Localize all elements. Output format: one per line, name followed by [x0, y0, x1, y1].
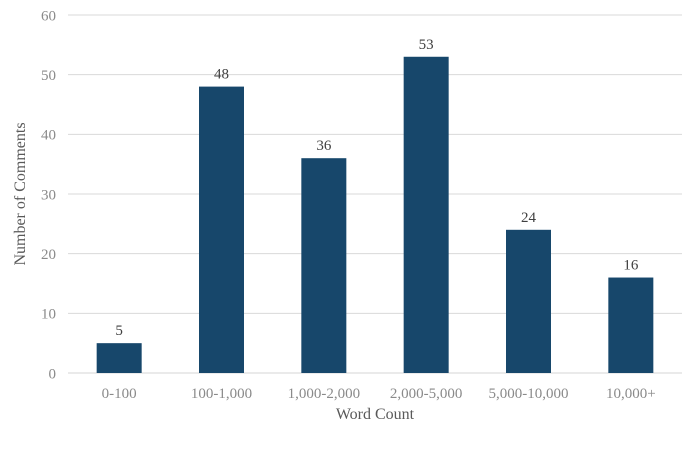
y-tick-label-50: 50 [41, 68, 56, 84]
x-tick-label-5,000-10,000: 5,000-10,000 [489, 386, 569, 402]
data-label-0-100: 5 [115, 323, 123, 339]
y-tick-label-40: 40 [41, 128, 56, 144]
bar-100-1,000 [199, 86, 244, 373]
y-tick-label-60: 60 [41, 8, 56, 24]
x-tick-label-100-1,000: 100-1,000 [191, 386, 252, 402]
y-tick-label-30: 30 [41, 187, 56, 203]
y-tick-label-20: 20 [41, 247, 56, 263]
data-label-2,000-5,000: 53 [419, 37, 434, 53]
bar-0-100 [96, 343, 142, 373]
data-label-1,000-2,000: 36 [316, 138, 332, 154]
bar-1,000-2,000 [301, 158, 347, 373]
x-tick-label-10,000+: 10,000+ [606, 386, 656, 402]
y-tick-label-10: 10 [41, 307, 56, 323]
data-label-100-1,000: 48 [214, 67, 229, 83]
bar-2,000-5,000 [403, 56, 449, 374]
bar-5,000-10,000 [506, 229, 551, 373]
x-tick-label-0-100: 0-100 [102, 386, 137, 402]
y-tick-label-0: 0 [49, 366, 57, 382]
x-axis-title: Word Count [336, 406, 415, 423]
x-tick-label-2,000-5,000: 2,000-5,000 [390, 386, 463, 402]
bar-10,000+ [608, 277, 654, 373]
x-tick-label-1,000-2,000: 1,000-2,000 [288, 386, 361, 402]
data-label-10,000+: 16 [623, 258, 639, 274]
data-label-5,000-10,000: 24 [521, 210, 537, 226]
y-axis-title: Number of Comments [12, 122, 29, 265]
